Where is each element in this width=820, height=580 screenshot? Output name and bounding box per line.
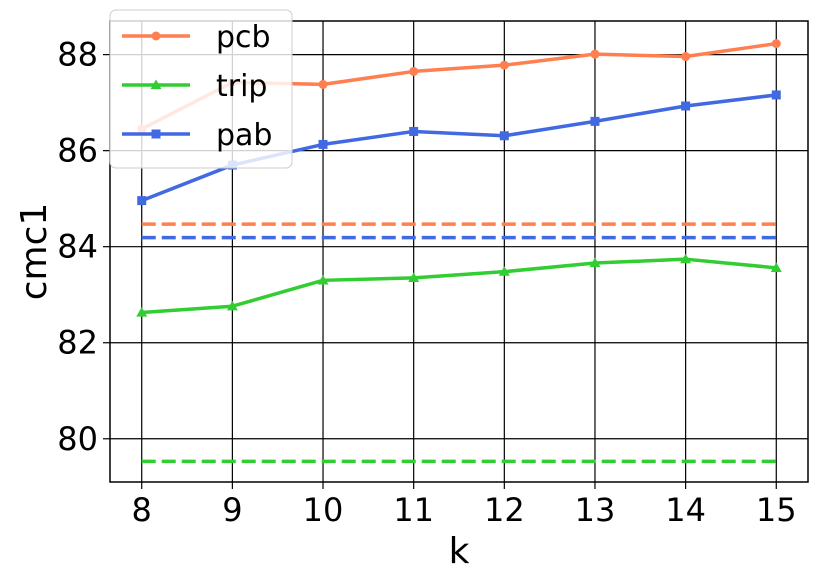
data-point-pab bbox=[771, 90, 781, 100]
data-point-pab bbox=[318, 139, 328, 149]
data-point-trip bbox=[136, 306, 148, 317]
grid bbox=[103, 21, 808, 489]
baselines bbox=[141, 222, 777, 464]
x-tick-label: 12 bbox=[484, 491, 525, 529]
data-point-pab bbox=[499, 131, 509, 141]
data-point-pcb bbox=[499, 60, 509, 70]
x-tick-label: 10 bbox=[303, 491, 344, 529]
data-point-pab bbox=[137, 196, 147, 206]
data-point-trip bbox=[770, 262, 782, 272]
legend-label-pab: pab bbox=[216, 118, 272, 153]
y-tick-label: 88 bbox=[57, 36, 98, 74]
data-point-trip bbox=[226, 300, 238, 311]
data-point-pcb bbox=[318, 79, 328, 89]
x-axis-title: k bbox=[449, 531, 470, 572]
legend-label-trip: trip bbox=[216, 69, 267, 104]
data-point-trip bbox=[680, 253, 692, 264]
x-tick-label: 15 bbox=[756, 491, 797, 529]
data-point-pab bbox=[681, 101, 691, 111]
x-tick-label: 14 bbox=[665, 491, 706, 529]
data-point-trip bbox=[408, 272, 420, 283]
data-point-trip bbox=[498, 266, 510, 276]
y-tick-label: 80 bbox=[57, 420, 98, 458]
data-point-pcb bbox=[409, 66, 419, 76]
y-axis-title: cmc1 bbox=[14, 203, 55, 301]
legend: pcb trip pab bbox=[109, 9, 293, 169]
data-point-pab bbox=[590, 116, 600, 126]
data-point-pcb bbox=[590, 49, 600, 59]
x-tick-labels: 8 9 10 11 12 13 14 15 bbox=[132, 491, 797, 529]
y-tick-label: 82 bbox=[57, 324, 98, 362]
y-tick-label: 84 bbox=[57, 228, 98, 266]
data-point-trip bbox=[317, 274, 329, 285]
legend-marker-pab bbox=[151, 129, 161, 139]
y-tick-label: 86 bbox=[57, 132, 98, 170]
x-tick-label: 9 bbox=[222, 491, 242, 529]
series-line-trip bbox=[141, 257, 777, 315]
legend-box bbox=[109, 9, 293, 169]
x-tick-label: 13 bbox=[575, 491, 616, 529]
data-point-pab bbox=[409, 126, 419, 136]
data-point-trip bbox=[589, 257, 601, 268]
y-tick-labels: 80 82 84 86 88 bbox=[57, 36, 98, 458]
legend-marker-pcb bbox=[151, 31, 161, 41]
x-tick-label: 8 bbox=[132, 491, 152, 529]
data-point-pcb bbox=[681, 52, 691, 62]
legend-label-pcb: pcb bbox=[216, 20, 271, 55]
data-point-pcb bbox=[771, 39, 781, 49]
legend-marker-trip bbox=[150, 79, 162, 90]
x-tick-label: 11 bbox=[393, 491, 434, 529]
plot-frame bbox=[109, 20, 809, 483]
